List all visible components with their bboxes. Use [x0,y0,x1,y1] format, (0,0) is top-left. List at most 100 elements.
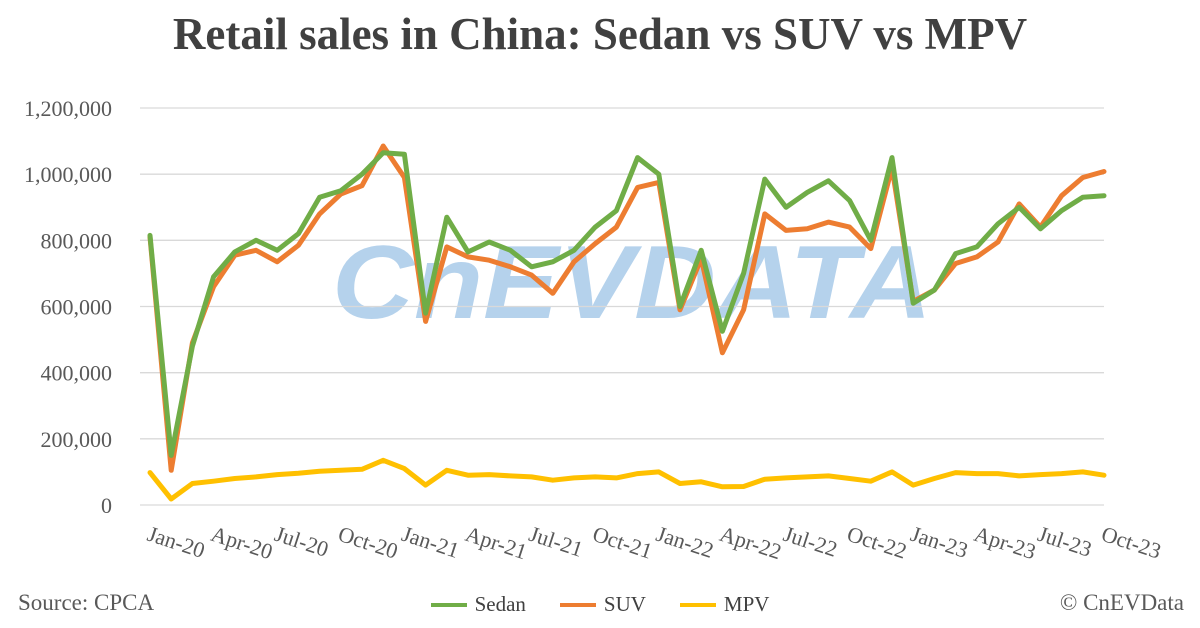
data-point-sedan [805,190,810,195]
data-point-mpv [656,469,661,474]
data-point-mpv [699,479,704,484]
data-point-sedan [487,240,492,245]
x-tick-label: Oct-22 [844,521,910,564]
data-point-sedan [254,238,259,243]
data-point-sedan [275,248,280,253]
y-tick-label: 400,000 [41,361,113,386]
data-point-suv [953,261,958,266]
data-point-sedan [656,172,661,177]
x-tick-label: Apr-23 [971,521,1039,564]
x-tick-label: Jul-23 [1035,521,1095,562]
data-point-mpv [296,471,301,476]
data-point-suv [805,226,810,231]
data-point-mpv [847,476,852,481]
data-point-mpv [550,478,555,483]
data-point-suv [275,259,280,264]
data-point-sedan [932,288,937,293]
data-point-suv [593,241,598,246]
data-point-mpv [762,477,767,482]
data-point-suv [868,246,873,251]
data-point-sedan [593,225,598,230]
data-point-mpv [169,497,174,502]
data-point-mpv [1080,469,1085,474]
data-point-mpv [466,473,471,478]
y-tick-label: 600,000 [41,295,113,320]
data-point-sedan [190,344,195,349]
data-point-sedan [1080,195,1085,200]
data-point-mpv [275,472,280,477]
series-sedan [147,150,1107,458]
data-point-sedan [466,249,471,254]
y-tick-label: 0 [101,493,112,518]
data-point-sedan [974,244,979,249]
x-tick-label: Oct-23 [1098,521,1164,564]
data-point-mpv [974,471,979,476]
data-point-sedan [741,271,746,276]
data-point-sedan [1038,226,1043,231]
y-tick-label: 200,000 [41,427,113,452]
series-lines [147,143,1107,502]
data-point-suv [381,144,386,149]
legend: Sedan SUV MPV [0,592,1200,617]
data-point-sedan [423,311,428,316]
data-point-sedan [762,177,767,182]
data-point-mpv [932,476,937,481]
data-point-suv [550,291,555,296]
copyright-note: © CnEVData [1059,590,1184,615]
data-point-sedan [720,329,725,334]
legend-item-mpv: MPV [679,592,769,617]
gridlines [140,107,1104,506]
x-tick-label: Apr-20 [208,521,276,564]
data-point-sedan [784,205,789,210]
data-point-sedan [826,178,831,183]
legend-swatch-suv [559,602,596,607]
data-point-sedan [678,304,683,309]
data-point-suv [784,228,789,233]
x-tick-label: Jul-20 [272,521,332,562]
data-point-mpv [868,479,873,484]
data-point-suv [974,254,979,259]
chart-title: Retail sales in China: Sedan vs SUV vs M… [172,9,1028,59]
x-tick-label: Jan-23 [908,521,972,563]
y-tick-label: 1,000,000 [24,162,112,187]
data-point-suv [423,319,428,324]
data-point-suv [444,244,449,249]
y-tick-label: 800,000 [41,228,113,253]
x-tick-label: Jan-20 [144,521,208,563]
data-point-suv [741,307,746,312]
data-point-mpv [317,469,322,474]
data-point-mpv [614,475,619,480]
series-line-mpv [147,457,1107,502]
data-point-sedan [953,251,958,256]
data-point-mpv [444,468,449,473]
data-point-mpv [487,472,492,477]
data-point-mpv [381,458,386,463]
series-line-sedan [147,150,1107,458]
data-point-sedan [868,238,873,243]
data-point-mpv [190,481,195,486]
y-tick-label: 1,200,000 [24,96,112,121]
data-point-mpv [890,469,895,474]
data-point-mpv [338,468,343,473]
x-tick-label: Jan-22 [653,521,717,563]
data-point-sedan [148,233,153,238]
data-point-mpv [720,484,725,489]
data-point-suv [466,254,471,259]
data-point-mpv [678,481,683,486]
data-point-suv [1102,169,1107,174]
legend-swatch-sedan [430,602,467,607]
data-point-sedan [360,172,365,177]
data-point-mpv [741,484,746,489]
data-point-mpv [635,471,640,476]
data-point-mpv [423,483,428,488]
data-point-sedan [1059,208,1064,213]
data-point-suv [529,273,534,278]
data-point-suv [487,258,492,263]
data-point-suv [296,243,301,248]
data-point-sedan [614,208,619,213]
data-point-sedan [338,188,343,193]
data-point-suv [614,225,619,230]
data-point-suv [826,220,831,225]
data-point-suv [762,211,767,216]
